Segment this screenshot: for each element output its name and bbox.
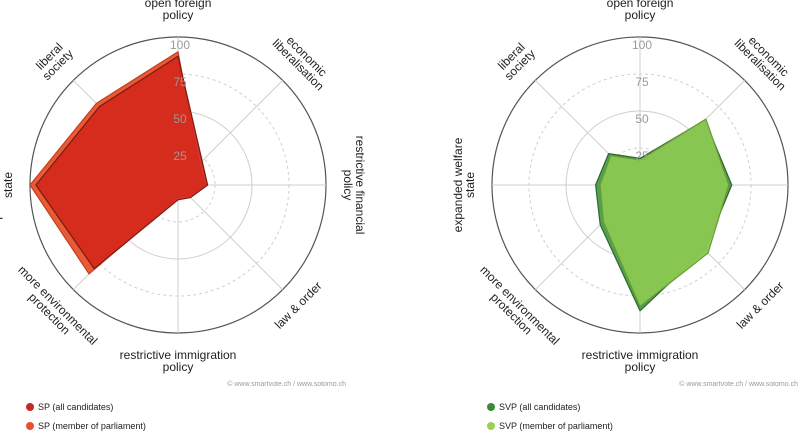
legend-item-sp-all-candidates[interactable]: SP (all candidates)	[26, 402, 113, 412]
legend-label: SP (all candidates)	[38, 402, 113, 412]
legend-sp: SP (all candidates) SP (member of parlia…	[26, 402, 146, 431]
axis-label-line: policy	[163, 360, 194, 374]
series-area-sp-all-candidates	[35, 55, 209, 270]
tick-label-25: 25	[635, 149, 649, 163]
legend-swatch	[26, 422, 34, 430]
axis-label-line: open foreign	[607, 0, 674, 10]
legend-label: SP (member of parliament)	[38, 421, 146, 431]
tick-label-75: 75	[173, 75, 187, 89]
series-area-svp-member-of-parliament	[599, 118, 730, 307]
legend-item-svp-all-candidates[interactable]: SVP (all candidates)	[487, 402, 580, 412]
axis-label-line: restrictive immigration	[120, 348, 237, 362]
tick-label-75: 75	[635, 75, 649, 89]
credit-text-sp: © www.smartvote.ch / www.sotomo.ch	[227, 380, 346, 388]
axis-label-line: restrictive immigration	[582, 348, 699, 362]
axis-label-line: expanded welfare	[451, 137, 465, 232]
legend-label: SVP (member of parliament)	[499, 421, 613, 431]
credit-text-svp: © www.smartvote.ch / www.sotomo.ch	[679, 380, 798, 388]
axis-label-line: restrictive financial	[353, 136, 367, 235]
legend-item-svp-member-of-parliament[interactable]: SVP (member of parliament)	[487, 421, 613, 431]
legend-swatch	[487, 403, 495, 411]
axis-label-line: policy	[163, 8, 194, 22]
axis-label-line: state	[463, 172, 477, 198]
axis-label-line: state	[1, 172, 15, 198]
tick-label-50: 50	[635, 112, 649, 126]
legend-label: SVP (all candidates)	[499, 402, 580, 412]
axis-label-line: policy	[625, 360, 656, 374]
axis-label-line: expanded welfare	[0, 137, 3, 232]
tick-label-50: 50	[173, 112, 187, 126]
legend-svp: SVP (all candidates) SVP (member of parl…	[487, 402, 613, 431]
legend-swatch	[26, 403, 34, 411]
axis-spoke	[177, 184, 284, 291]
legend-swatch	[487, 422, 495, 430]
tick-label-100: 100	[170, 38, 190, 52]
tick-label-100: 100	[632, 38, 652, 52]
legend-item-sp-member-of-parliament[interactable]: SP (member of parliament)	[26, 421, 146, 431]
axis-label-line: open foreign	[145, 0, 212, 10]
tick-label-25: 25	[173, 149, 187, 163]
axis-label-line: policy	[341, 170, 355, 201]
axis-label-line: policy	[625, 8, 656, 22]
